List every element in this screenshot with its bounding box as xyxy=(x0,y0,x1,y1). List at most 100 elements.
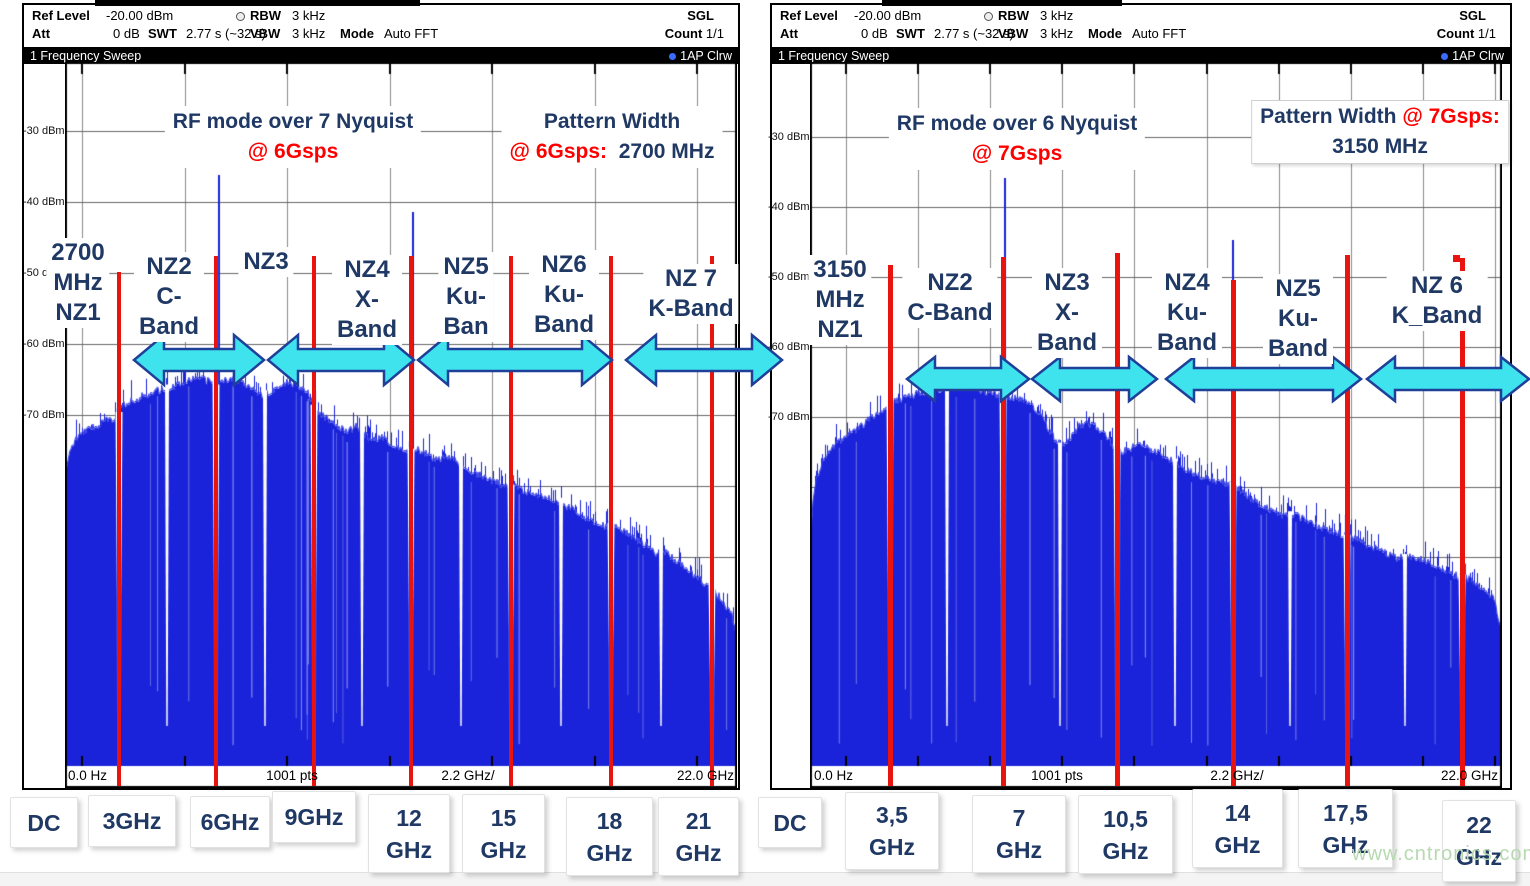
att-value: 0 dB xyxy=(861,26,888,41)
nyquist-boundary-line xyxy=(117,272,121,786)
rbw-label: RBW xyxy=(998,8,1030,23)
mode-value: Auto FFT xyxy=(1132,26,1187,41)
frequency-label-box: 6GHz xyxy=(190,796,270,848)
y-axis-label: -70 dBm xyxy=(768,411,810,423)
y-axis-label: -50 dBm xyxy=(768,271,810,283)
nyquist-zone-arrow xyxy=(1364,354,1530,404)
y-axis-label: -60 dBm xyxy=(768,341,810,353)
x-axis-label: 1001 pts xyxy=(266,768,318,783)
nyquist-boundary-line xyxy=(710,256,714,786)
mode-value: Auto FFT xyxy=(384,26,439,41)
rbw-coupling-icon xyxy=(984,12,993,21)
trace-label: 1AP Clrw xyxy=(680,49,732,63)
window-title: 1 Frequency Sweep xyxy=(778,49,890,63)
y-axis-label: -30 dBm xyxy=(23,125,65,137)
trace-indicator: 1AP Clrw xyxy=(669,49,732,63)
nyquist-boundary-line xyxy=(1459,258,1465,786)
frequency-label-box: 9GHz xyxy=(272,791,356,843)
rbw-value: 3 kHz xyxy=(1040,8,1074,23)
ref-level-label: Ref Level xyxy=(32,8,90,23)
frequency-label-box: 17,5 GHz xyxy=(1298,789,1393,868)
frequency-label-box: 10,5 GHz xyxy=(1078,795,1173,874)
frequency-label-box: 22 GHz xyxy=(1442,800,1516,882)
count-number: 1/1 xyxy=(705,26,724,41)
y-axis-label: -60 dBm xyxy=(23,338,65,350)
rbw-label: RBW xyxy=(250,8,282,23)
nyquist-boundary-line xyxy=(1344,255,1350,786)
mode-label: Mode xyxy=(340,26,374,41)
page-bottom-strip xyxy=(0,872,1530,886)
nyquist-boundary-line xyxy=(312,256,316,786)
frequency-label-box: 7 GHz xyxy=(972,795,1066,873)
swt-value: 2.77 s (~32 s) xyxy=(934,26,1014,41)
nyquist-zone-arrow xyxy=(266,332,416,388)
ref-level-label: Ref Level xyxy=(780,8,838,23)
spectrum-canvas-left xyxy=(65,62,737,788)
chart-annotation: RF mode over 7 Nyquist @ 6Gsps xyxy=(164,106,422,168)
nyquist-zone-label: 3150 MHz NZ1 xyxy=(808,255,872,345)
x-axis-label: 1001 pts xyxy=(1031,768,1083,783)
rbw-value: 3 kHz xyxy=(292,8,326,23)
count-label: Count xyxy=(664,26,703,41)
frequency-label-box: 18 GHz xyxy=(566,797,653,876)
swt-label: SWT xyxy=(896,26,925,41)
nyquist-zone-label: NZ5 Ku- Band xyxy=(1263,274,1333,364)
panel-top-strip xyxy=(882,0,1122,6)
trace-indicator: 1AP Clrw xyxy=(1441,49,1504,63)
frequency-label-box: 3GHz xyxy=(88,795,176,847)
nyquist-zone-label: NZ3 X- Band xyxy=(1032,268,1102,358)
watermark: www.cntronics.com xyxy=(1352,843,1530,865)
panel-top-strip xyxy=(95,0,420,6)
frequency-label-box: 14 GHz xyxy=(1192,789,1283,868)
att-value: 0 dB xyxy=(113,26,140,41)
nyquist-zone-arrow xyxy=(132,332,266,388)
vbw-label: VBW xyxy=(998,26,1029,41)
nyquist-zone-label: NZ6 Ku- Band xyxy=(529,250,599,340)
swt-value: 2.77 s (~32 s) xyxy=(186,26,266,41)
x-axis-label: 0.0 Hz xyxy=(68,768,108,783)
nyquist-boundary-line xyxy=(509,256,513,786)
y-axis-label: -40 dBm xyxy=(768,201,810,213)
nyquist-zone-label: NZ 6 K_Band xyxy=(1386,271,1488,331)
nyquist-boundary-line xyxy=(609,256,613,786)
nyquist-zone-arrow xyxy=(624,332,784,388)
frequency-label-box: 3,5 GHz xyxy=(845,792,939,870)
y-axis-label: -30 dBm xyxy=(768,131,810,143)
nyquist-zone-arrow xyxy=(904,354,1032,404)
frequency-label-box: DC xyxy=(758,797,822,848)
x-axis-label: 2.2 GHz/ xyxy=(441,768,495,783)
nyquist-boundary-line xyxy=(887,265,893,786)
chart-annotation: RF mode over 6 Nyquist @ 7Gsps xyxy=(888,108,1146,170)
trace-dot-icon xyxy=(1441,53,1449,60)
trace-label: 1AP Clrw xyxy=(1452,49,1504,63)
att-label: Att xyxy=(32,26,51,41)
nyquist-zone-label: NZ3 xyxy=(238,247,294,277)
x-axis-label: 22.0 GHz xyxy=(1440,768,1498,783)
y-axis-label: -70 dBm xyxy=(23,409,65,421)
count-label: Count xyxy=(1436,26,1475,41)
swt-label: SWT xyxy=(148,26,177,41)
att-label: Att xyxy=(780,26,799,41)
trace-dot-icon xyxy=(669,53,677,60)
nyquist-boundary-line xyxy=(1114,253,1120,786)
nyquist-zone-label: 2700 MHz NZ1 xyxy=(46,238,110,328)
nyquist-boundary-line xyxy=(409,256,413,786)
count-number: 1/1 xyxy=(1477,26,1496,41)
nyquist-zone-arrow xyxy=(1163,354,1364,404)
x-axis-label: 22.0 GHz xyxy=(676,768,734,783)
frequency-label-box: DC xyxy=(10,797,78,848)
mode-label: Mode xyxy=(1088,26,1122,41)
nyquist-zone-arrow xyxy=(1029,354,1160,404)
rbw-coupling-icon xyxy=(236,12,245,21)
trace-titlebar: 1 Frequency Sweep 1AP Clrw xyxy=(772,47,1510,64)
frequency-label-box: 21 GHz xyxy=(658,797,739,876)
sweep-mode-badge: SGL xyxy=(687,8,714,23)
sweep-mode-badge: SGL xyxy=(1459,8,1486,23)
nyquist-boundary-line xyxy=(214,256,218,786)
vbw-value: 3 kHz xyxy=(292,26,326,41)
ref-level-value: -20.00 dBm xyxy=(854,8,922,23)
nyquist-zone-label: NZ 7 K-Band xyxy=(643,264,739,324)
nyquist-zone-label: NZ4 Ku- Band xyxy=(1152,268,1222,358)
trace-titlebar: 1 Frequency Sweep 1AP Clrw xyxy=(24,47,738,64)
